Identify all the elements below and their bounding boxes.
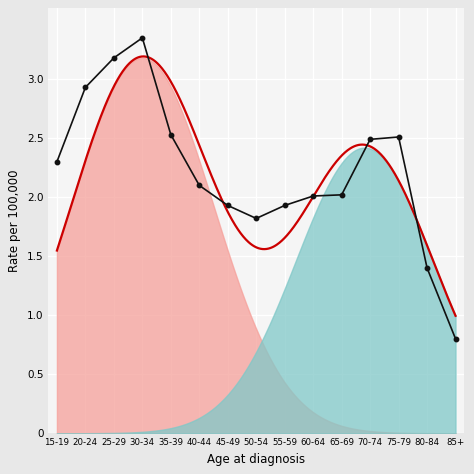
Y-axis label: Rate per 100,000: Rate per 100,000	[9, 170, 21, 272]
X-axis label: Age at diagnosis: Age at diagnosis	[207, 453, 305, 465]
